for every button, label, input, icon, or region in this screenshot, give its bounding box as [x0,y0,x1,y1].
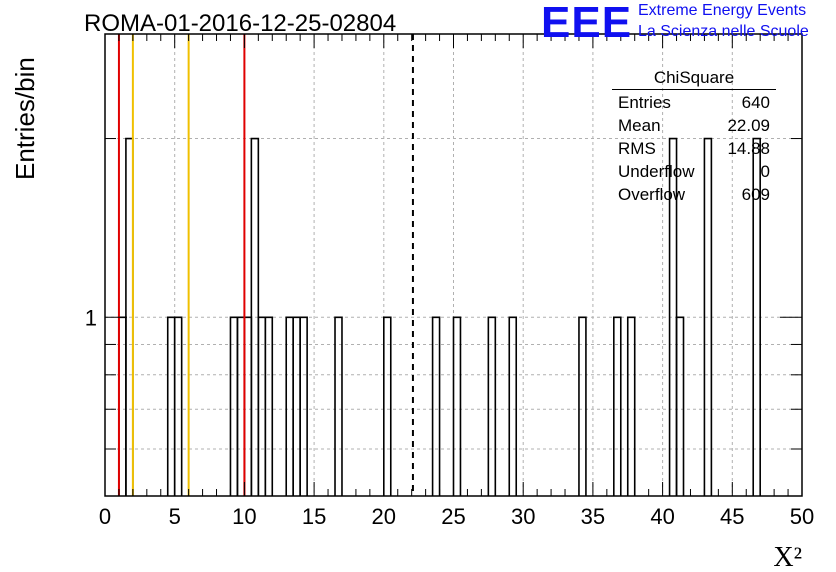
stats-row-entries: Entries 640 [618,93,770,115]
x-tick-label: 5 [169,504,181,529]
axes: 0 5 10 15 20 25 30 35 40 45 50 1 X² [85,33,814,572]
histogram-bin [299,316,308,496]
histogram-bin [452,316,462,496]
stats-value: 14.88 [727,139,770,158]
x-tick-label: 0 [99,504,111,529]
histogram-bin [613,316,622,496]
threshold-markers [117,34,414,496]
stats-value: 22.09 [727,116,770,135]
y-axis-label: Entries/bin [10,57,40,180]
x-tick-label: 30 [511,504,535,529]
stats-key: Overflow [618,185,686,204]
stats-row-mean: Mean 22.09 [618,116,770,138]
histogram-bin [431,316,441,496]
stats-separator [612,89,776,90]
histogram-bin [487,316,497,496]
histogram-bin [264,316,274,496]
stats-key: Mean [618,116,661,135]
x-tick-label: 15 [302,504,326,529]
histogram-bin [626,316,636,496]
logo-line-1: Extreme Energy Events [638,2,807,19]
x-tick-label: 45 [720,504,744,529]
x-tick-label: 40 [650,504,674,529]
histogram-bin [703,137,713,496]
x-tick-label: 35 [581,504,605,529]
stats-value: 640 [741,93,770,112]
stats-key: Underflow [618,162,695,181]
x-tick-label: 50 [790,504,814,529]
histogram-bin [173,316,183,496]
stats-key: RMS [618,139,656,158]
stats-row-overflow: Overflow 609 [618,185,770,207]
histogram-bin [508,316,518,496]
chart-title: ROMA-01-2016-12-25-02804 [84,10,397,37]
stats-value: 609 [741,185,770,204]
stats-value: 0 [760,162,770,181]
histogram-bin [334,316,343,496]
histogram-bin [578,316,587,496]
x-tick-label: 25 [441,504,465,529]
stats-box: ChiSquare Entries 640 Mean 22.09 RMS 14.… [612,66,776,204]
x-tick-label: 10 [232,504,256,529]
stats-title: ChiSquare [653,68,735,87]
eee-logo: EEE [541,0,633,47]
logo-line-2: La Scienza nelle Scuole [638,23,809,40]
histogram-bin [675,316,685,496]
x-tick-label: 20 [372,504,396,529]
histogram-bin [382,316,392,496]
x-axis-label: X² [773,542,802,572]
histogram-bin [752,137,761,496]
y-tick-label: 1 [85,305,97,330]
stats-key: Entries [618,93,671,112]
stats-row-underflow: Underflow 0 [618,162,770,184]
stats-row-rms: RMS 14.88 [618,139,770,161]
